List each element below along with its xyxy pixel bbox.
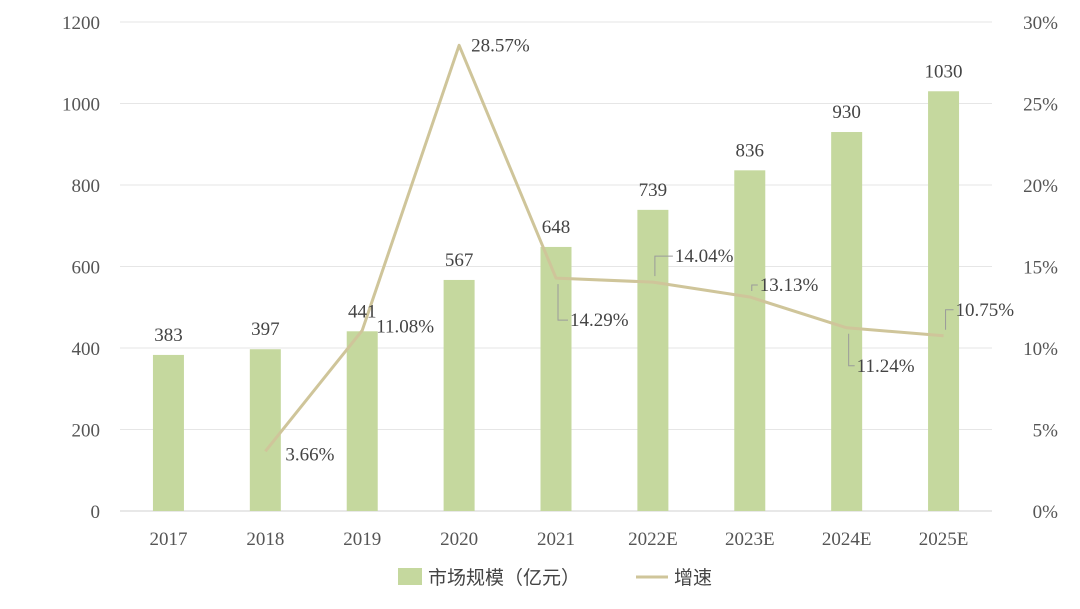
growth-value-label: 14.29%: [570, 310, 629, 331]
growth-value-label: 11.24%: [857, 356, 915, 377]
x-tick-label: 2025E: [919, 529, 969, 550]
y-left-tick-label: 0: [91, 502, 101, 523]
legend: 市场规模（亿元） 增速: [398, 567, 712, 589]
data-labels: 383 397 441 567 648 739 836 930 1030 3.66% 11.08% 2…: [154, 35, 1014, 465]
growth-value-label: 10.75%: [956, 300, 1015, 321]
y-left-tick-label: 1000: [62, 95, 100, 116]
y-right-tick-label: 30%: [1023, 13, 1058, 34]
bar-series: [152, 91, 960, 512]
bar: [831, 132, 863, 511]
y-left-tick-label: 600: [72, 258, 101, 279]
growth-value-label: 28.57%: [471, 35, 530, 56]
x-tick-label: 2021: [537, 529, 575, 550]
growth-value-label: 14.04%: [675, 246, 734, 267]
y-right-tick-label: 20%: [1023, 176, 1058, 197]
leader-line: [557, 284, 568, 321]
x-tick-label: 2023E: [725, 529, 775, 550]
leader-line: [848, 333, 855, 367]
x-tick-label: 2017: [149, 529, 187, 550]
bar: [346, 331, 378, 511]
bar-value-label: 441: [348, 301, 377, 322]
growth-value-label: 3.66%: [285, 444, 334, 465]
y-right-tick-label: 10%: [1023, 339, 1058, 360]
legend-label-bar: 市场规模（亿元）: [428, 567, 580, 589]
bar: [637, 209, 669, 512]
bar-value-label: 1030: [925, 61, 963, 82]
y-left-tick-label: 400: [72, 339, 101, 360]
bar-value-label: 567: [445, 250, 474, 271]
bar-value-label: 383: [154, 325, 183, 346]
y-right-tick-label: 15%: [1023, 258, 1058, 279]
y-left-tick-label: 1200: [62, 13, 100, 34]
growth-line: [264, 43, 944, 453]
legend-swatch-bar: [398, 568, 422, 585]
bar: [443, 279, 475, 511]
y-left-tick-label: 800: [72, 176, 101, 197]
bar: [152, 354, 184, 511]
leader-line: [654, 255, 673, 277]
bar: [540, 246, 572, 511]
bar: [928, 91, 960, 512]
bar: [249, 349, 281, 511]
y-right-tick-label: 0%: [1033, 502, 1059, 523]
x-tick-label: 2024E: [822, 529, 872, 550]
leader-line: [751, 284, 758, 291]
bar: [734, 170, 766, 511]
x-tick-label: 2020: [440, 529, 478, 550]
bar-value-label: 397: [251, 319, 280, 340]
line-series: [264, 43, 944, 453]
bar-value-label: 739: [639, 180, 668, 201]
y-right-tick-label: 5%: [1033, 421, 1059, 442]
bar-value-label: 930: [832, 102, 861, 123]
growth-value-label: 11.08%: [376, 316, 434, 337]
axes: 0 0% 200 5% 400 10% 600 15% 800 20% 1000 25% 1200 30%…: [62, 13, 1058, 550]
y-left-tick-label: 200: [72, 421, 101, 442]
x-tick-label: 2019: [343, 529, 381, 550]
bar-value-label: 836: [736, 140, 765, 161]
legend-label-line: 增速: [674, 567, 712, 589]
leader-line: [945, 309, 954, 330]
x-tick-label: 2018: [246, 529, 284, 550]
x-tick-label: 2022E: [628, 529, 678, 550]
bar-value-label: 648: [542, 217, 571, 238]
growth-value-label: 13.13%: [760, 275, 819, 296]
y-right-tick-label: 25%: [1023, 95, 1058, 116]
